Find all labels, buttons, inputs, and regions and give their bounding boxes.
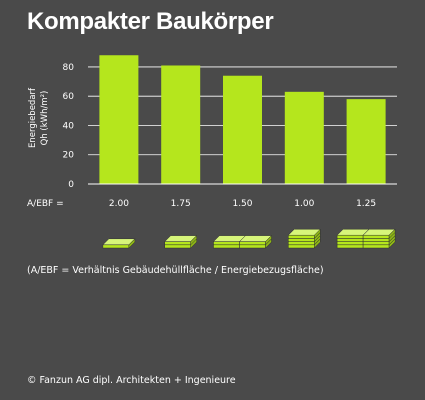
- bar-1.50: [223, 75, 262, 184]
- x-tick-label-2.00: 2.00: [109, 199, 129, 209]
- bar-1.25: [346, 99, 386, 184]
- bar-2.00: [99, 55, 139, 185]
- building-icons: [102, 228, 396, 249]
- y-tick-label-80: 80: [63, 63, 75, 73]
- footnote: (A/EBF = Verhältnis Gebäudehüllfläche / …: [27, 265, 324, 276]
- building-1-icon: [102, 238, 136, 249]
- y-tick-label-40: 40: [63, 121, 75, 131]
- bar-1.75: [161, 65, 201, 184]
- building-2-icon: [164, 234, 198, 249]
- x-axis-prefix: A/EBF =: [27, 199, 64, 209]
- building-5-icon: [336, 228, 396, 249]
- y-tick-label-20: 20: [63, 151, 75, 161]
- building-3-icon: [212, 234, 273, 249]
- x-tick-label-1.00: 1.00: [294, 199, 314, 209]
- y-axis-label: Energiebedarf Qh (kWh/m²): [28, 87, 50, 148]
- x-tick-label-1.50: 1.50: [232, 199, 252, 209]
- bar-1.00: [284, 91, 324, 184]
- bars: [99, 55, 386, 185]
- x-tick-label-1.75: 1.75: [171, 199, 191, 209]
- y-tick-label-60: 60: [63, 92, 75, 102]
- credit-line: © Fanzun AG dipl. Architekten + Ingenieu…: [27, 375, 236, 386]
- labels: 0 20 40 60 80 2.00 1.75 1.50 1.00 1.25 A/EBF = Ener…: [27, 63, 376, 209]
- chart-title: Kompakter Baukörper: [27, 8, 274, 35]
- building-4-icon: [287, 228, 321, 249]
- y-tick-label-0: 0: [68, 180, 74, 190]
- x-tick-label-1.25: 1.25: [356, 199, 376, 209]
